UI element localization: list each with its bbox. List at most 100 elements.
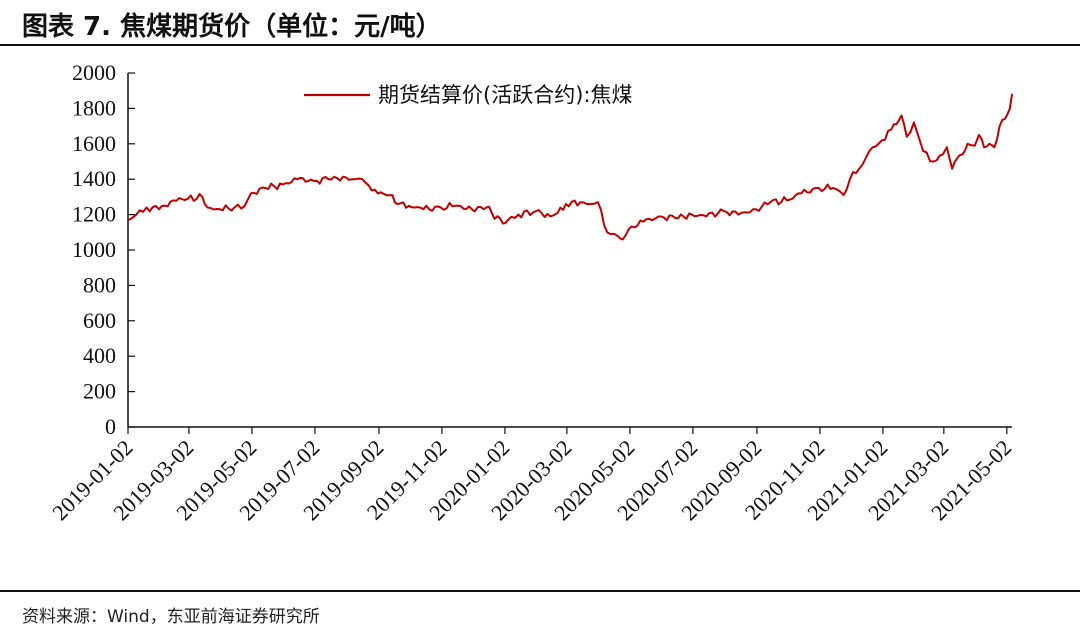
data-point [674,217,677,219]
data-point [942,153,944,156]
y-tick-label: 0 [105,414,116,439]
data-point [616,235,619,237]
data-point [642,220,645,223]
data-point [296,178,299,180]
data-point [391,194,394,196]
data-point [327,178,330,180]
data-point [589,203,592,205]
data-point [507,219,509,221]
data-point [187,197,189,200]
data-point [535,210,537,212]
chart-axes: 0200400600800100012001400160018002000201… [47,60,1016,525]
data-point [691,213,693,216]
data-point [961,153,964,156]
data-point [723,210,725,212]
line-chart: 0200400600800100012001400160018002000201… [47,60,1016,525]
data-point [988,143,991,145]
y-tick-label: 2000 [72,60,116,85]
data-point [755,208,757,211]
data-point [1011,93,1013,96]
data-point [135,213,138,216]
data-point [219,208,221,211]
data-point [905,135,908,138]
data-point [206,206,209,209]
data-point [913,121,915,124]
data-point [628,227,630,230]
data-point [556,212,559,214]
data-point [440,206,442,209]
data-point [408,204,410,207]
data-point [818,187,820,189]
data-point [737,213,740,216]
y-tick-label: 400 [83,343,116,368]
data-point [145,206,148,209]
data-point [549,215,552,218]
source-rule [0,590,1080,592]
y-tick-label: 1600 [72,131,116,156]
data-point [951,167,953,170]
data-point [974,144,976,147]
data-point [900,114,903,117]
data-point [243,204,246,207]
y-tick-label: 1400 [72,166,116,191]
data-point [1003,118,1006,120]
data-point [800,192,803,195]
data-point [849,178,851,180]
data-point [485,206,488,209]
data-point [868,150,871,152]
data-point [769,201,772,204]
data-point [233,206,236,209]
title-rule [0,44,1080,46]
data-point [978,134,980,136]
data-point [917,134,919,136]
chart-legend: 期货结算价(活跃合约):焦煤 [304,83,632,107]
data-point [597,201,599,204]
data-point [786,199,788,202]
data-point [345,176,347,179]
data-point [890,128,892,131]
data-point [922,150,924,152]
data-point [832,187,835,189]
data-point [983,146,985,149]
data-point [895,123,898,126]
data-point [998,125,1001,127]
data-point [454,204,457,207]
data-point [264,187,267,189]
data-point [313,180,315,182]
data-point [956,157,959,159]
data-point [932,160,935,163]
legend-label: 期货结算价(活跃合约):焦煤 [378,83,632,107]
data-point [172,199,175,202]
y-tick-label: 600 [83,308,116,333]
data-point [660,215,662,218]
data-point [377,192,379,195]
y-tick-label: 1200 [72,202,116,227]
y-tick-label: 200 [83,379,116,404]
data-point [354,178,356,180]
series-line-0 [127,94,1013,241]
data-point [705,215,708,218]
y-tick-label: 1000 [72,237,116,262]
data-point [364,181,367,184]
data-point [282,183,284,186]
data-point [606,231,608,234]
data-point [250,192,252,195]
data-point [966,143,969,145]
data-point [579,201,582,204]
figure-title: 图表 7. 焦煤期货价（单位：元/吨） [22,12,442,42]
data-point [502,222,504,225]
data-point [158,208,160,211]
series-layer [127,93,1013,241]
data-point [621,238,624,241]
data-point [858,167,860,170]
data-point [127,219,129,221]
source-note: 资料来源：Wind，东亚前海证券研究所 [22,607,320,627]
y-tick-label: 1800 [72,95,116,120]
data-point [946,146,948,149]
data-point [396,203,399,205]
data-point [881,139,883,142]
data-point [1009,107,1011,110]
data-point [201,196,204,198]
data-point [842,194,845,196]
data-point [565,203,567,205]
